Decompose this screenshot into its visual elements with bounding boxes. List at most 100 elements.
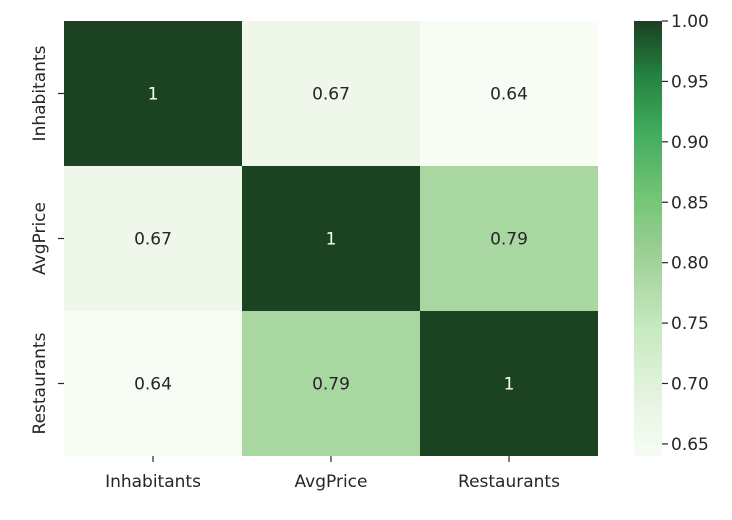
colorbar-tick-label: 0.85 <box>671 193 709 213</box>
colorbar-strip <box>634 434 662 439</box>
colorbar-strip <box>634 115 662 120</box>
heatmap-cell-0-2 <box>420 21 598 166</box>
colorbar-strip <box>634 372 662 377</box>
colorbar-strip <box>634 68 662 73</box>
colorbar-strip <box>634 53 662 58</box>
colorbar-tick-label: 1.00 <box>671 12 709 32</box>
heatmap-cell-label-0-0: 1 <box>148 85 159 105</box>
colorbar-strip <box>634 173 662 178</box>
colorbar: 0.65 0.70 0.75 0.80 0.85 0.90 0.95 1.00 <box>634 12 709 457</box>
colorbar-strip <box>634 285 662 290</box>
colorbar-strip <box>634 358 662 363</box>
colorbar-tick-label: 0.95 <box>671 72 709 92</box>
colorbar-strip <box>634 140 662 145</box>
colorbar-strip <box>634 126 662 131</box>
colorbar-strip <box>634 332 662 337</box>
colorbar-strip <box>634 162 662 167</box>
colorbar-strip <box>634 354 662 359</box>
colorbar-strip <box>634 245 662 250</box>
colorbar-strip <box>634 314 662 319</box>
colorbar-strip <box>634 231 662 236</box>
colorbar-strip <box>634 340 662 345</box>
colorbar-strip <box>634 343 662 348</box>
colorbar-strip <box>634 42 662 47</box>
heatmap-cell-label-0-2: 0.64 <box>490 85 528 105</box>
colorbar-strip <box>634 144 662 149</box>
colorbar-strip <box>634 213 662 218</box>
colorbar-strip <box>634 184 662 189</box>
colorbar-strip <box>634 111 662 116</box>
colorbar-strip <box>634 267 662 272</box>
colorbar-strip <box>634 166 662 171</box>
x-tick-label: Inhabitants <box>105 472 201 492</box>
colorbar-strip <box>634 35 662 40</box>
heatmap-cell-label-0-1: 0.67 <box>312 85 350 105</box>
colorbar-strip <box>634 147 662 153</box>
colorbar-strip <box>634 289 662 294</box>
colorbar-strip <box>634 300 662 305</box>
colorbar-strip <box>634 198 662 203</box>
colorbar-strip <box>634 169 662 174</box>
colorbar-tick-label: 0.70 <box>671 375 709 395</box>
colorbar-strip <box>634 263 662 269</box>
colorbar-tick-label: 0.75 <box>671 314 709 334</box>
colorbar-strip <box>634 122 662 127</box>
heatmap-cell-label-1-1: 1 <box>326 230 337 250</box>
heatmap-cell-labels: 1 0.67 0.64 0.67 1 0.79 0.64 0.79 1 <box>134 85 528 395</box>
heatmap-cell-2-0 <box>64 311 242 456</box>
colorbar-strip <box>634 242 662 247</box>
heatmap-cell-label-2-2: 1 <box>504 375 515 395</box>
heatmap-cells <box>64 21 598 456</box>
heatmap-cell-label-1-0: 0.67 <box>134 230 172 250</box>
colorbar-strip <box>634 93 662 98</box>
colorbar-strip <box>634 75 662 80</box>
colorbar-strip <box>634 158 662 163</box>
colorbar-strip <box>634 361 662 366</box>
colorbar-strip <box>634 89 662 95</box>
colorbar-strip <box>634 249 662 254</box>
colorbar-strip <box>634 452 662 457</box>
colorbar-strip <box>634 412 662 417</box>
colorbar-strip <box>634 369 662 374</box>
colorbar-strip <box>634 64 662 69</box>
colorbar-strip <box>634 336 662 341</box>
colorbar-strip <box>634 104 662 109</box>
colorbar-strip <box>634 398 662 403</box>
heatmap-cell-0-1 <box>242 21 420 166</box>
heatmap-cell-0-0 <box>64 21 242 166</box>
colorbar-strip <box>634 21 662 26</box>
colorbar-strip <box>634 100 662 105</box>
y-tick-label: Inhabitants <box>30 45 50 141</box>
colorbar-strip <box>634 379 662 385</box>
colorbar-strip <box>634 365 662 370</box>
colorbar-strip <box>634 46 662 51</box>
colorbar-strip <box>634 383 662 388</box>
colorbar-strip <box>634 195 662 200</box>
colorbar-strip <box>634 133 662 138</box>
colorbar-strip <box>634 437 662 443</box>
colorbar-strip <box>634 303 662 308</box>
colorbar-strip <box>634 220 662 225</box>
x-tick-label: Restaurants <box>458 472 560 492</box>
colorbar-strip <box>634 176 662 182</box>
colorbar-strip <box>634 202 662 207</box>
colorbar-strip <box>634 191 662 196</box>
colorbar-strip <box>634 253 662 258</box>
heatmap-cell-2-1 <box>242 311 420 456</box>
colorbar-strip <box>634 274 662 279</box>
colorbar-strip <box>634 227 662 232</box>
heatmap-cell-label-2-0: 0.64 <box>134 375 172 395</box>
heatmap-cell-label-2-1: 0.79 <box>312 375 350 395</box>
colorbar-strip <box>634 376 662 381</box>
colorbar-strip <box>634 387 662 392</box>
colorbar-strip <box>634 448 662 453</box>
colorbar-strip <box>634 441 662 446</box>
colorbar-strip <box>634 24 662 29</box>
colorbar-strip <box>634 401 662 406</box>
heatmap-cell-1-0 <box>64 166 242 311</box>
colorbar-strip <box>634 271 662 276</box>
colorbar-strip <box>634 256 662 261</box>
colorbar-strip <box>634 329 662 334</box>
colorbar-tick-label: 0.65 <box>671 435 709 455</box>
colorbar-strip <box>634 187 662 192</box>
